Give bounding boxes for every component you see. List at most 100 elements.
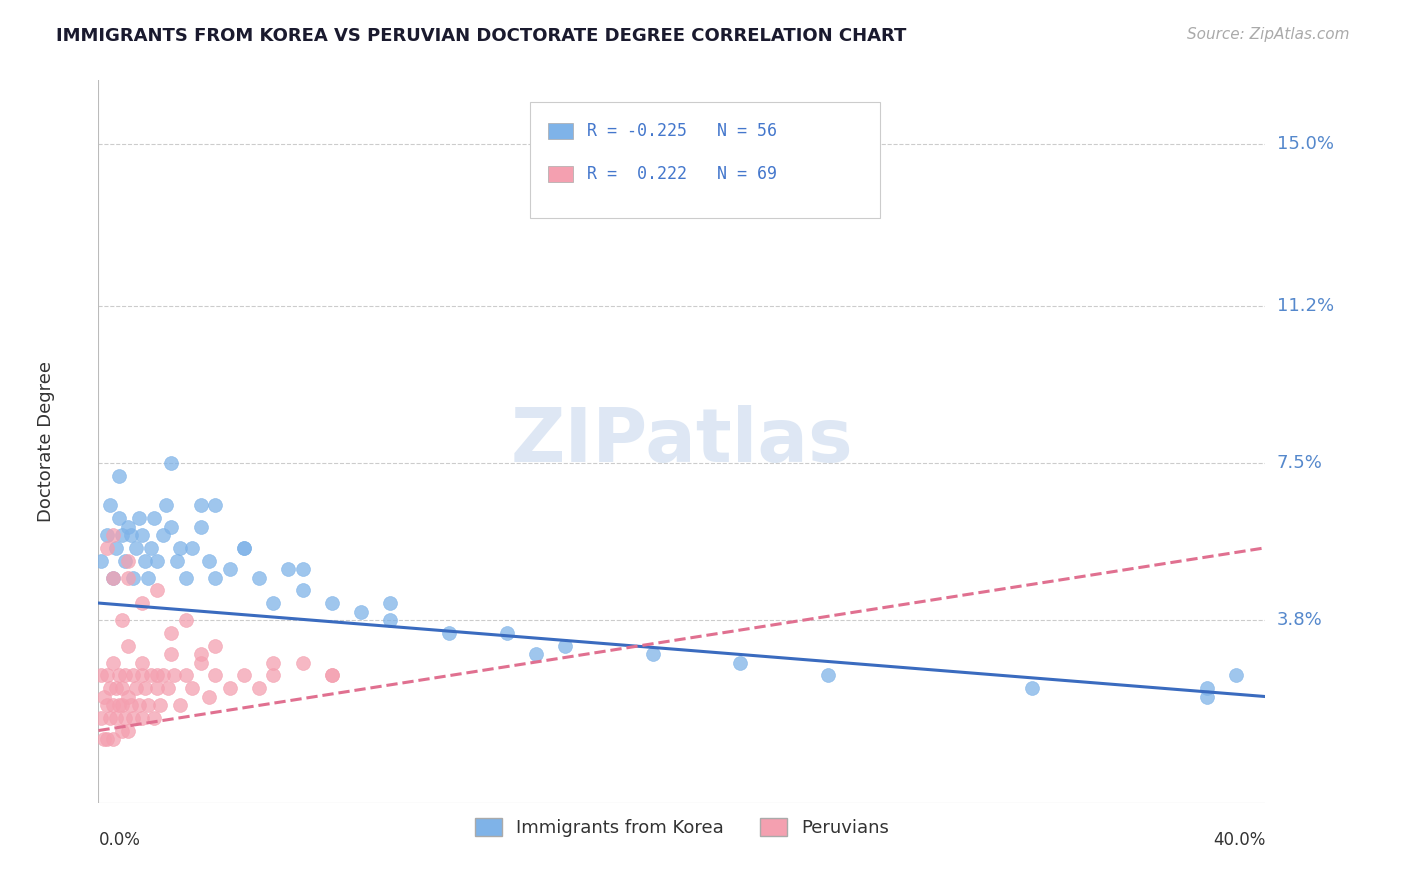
- Point: [131, 668, 153, 682]
- Point: [146, 681, 169, 695]
- Point: [157, 681, 180, 695]
- Point: [122, 570, 145, 584]
- Point: [134, 681, 156, 695]
- Point: [108, 511, 131, 525]
- Point: [262, 668, 284, 682]
- Point: [524, 647, 547, 661]
- Legend: Immigrants from Korea, Peruvians: Immigrants from Korea, Peruvians: [467, 811, 897, 845]
- Point: [262, 596, 284, 610]
- Point: [104, 541, 127, 555]
- Point: [117, 570, 139, 584]
- Point: [139, 668, 162, 682]
- Point: [120, 698, 142, 712]
- Point: [131, 711, 153, 725]
- FancyBboxPatch shape: [530, 102, 880, 218]
- Point: [114, 711, 136, 725]
- Point: [380, 596, 402, 610]
- Point: [125, 681, 148, 695]
- Point: [166, 553, 188, 567]
- Point: [190, 498, 212, 512]
- Point: [117, 723, 139, 738]
- Point: [104, 711, 127, 725]
- Point: [149, 698, 172, 712]
- Point: [180, 681, 202, 695]
- Text: Source: ZipAtlas.com: Source: ZipAtlas.com: [1187, 27, 1350, 42]
- Point: [233, 668, 256, 682]
- Point: [233, 541, 256, 555]
- Point: [277, 562, 299, 576]
- Point: [96, 668, 118, 682]
- Point: [101, 698, 124, 712]
- Point: [134, 553, 156, 567]
- Point: [111, 723, 134, 738]
- FancyBboxPatch shape: [548, 166, 574, 182]
- Point: [90, 553, 112, 567]
- Point: [152, 528, 174, 542]
- Text: 40.0%: 40.0%: [1213, 830, 1265, 848]
- Point: [218, 681, 240, 695]
- Point: [139, 541, 162, 555]
- Point: [641, 647, 664, 661]
- Text: 11.2%: 11.2%: [1277, 296, 1334, 315]
- Point: [160, 456, 183, 470]
- Point: [98, 498, 121, 512]
- Point: [169, 541, 191, 555]
- Point: [101, 656, 124, 670]
- Point: [291, 562, 314, 576]
- Point: [155, 498, 177, 512]
- Point: [190, 519, 212, 533]
- Point: [111, 681, 134, 695]
- Point: [96, 541, 118, 555]
- Point: [125, 541, 148, 555]
- Point: [350, 605, 373, 619]
- Point: [101, 570, 124, 584]
- Point: [122, 668, 145, 682]
- Point: [160, 625, 183, 640]
- Point: [817, 668, 839, 682]
- Point: [98, 681, 121, 695]
- Point: [163, 668, 186, 682]
- Point: [1195, 681, 1218, 695]
- Text: 15.0%: 15.0%: [1277, 135, 1333, 153]
- Text: Doctorate Degree: Doctorate Degree: [37, 361, 55, 522]
- Point: [233, 541, 256, 555]
- Point: [128, 511, 150, 525]
- Point: [117, 519, 139, 533]
- Point: [321, 596, 343, 610]
- Point: [111, 698, 134, 712]
- Point: [198, 690, 221, 704]
- Text: R = -0.225   N = 56: R = -0.225 N = 56: [588, 122, 778, 140]
- Point: [131, 656, 153, 670]
- Text: IMMIGRANTS FROM KOREA VS PERUVIAN DOCTORATE DEGREE CORRELATION CHART: IMMIGRANTS FROM KOREA VS PERUVIAN DOCTOR…: [56, 27, 907, 45]
- Point: [108, 468, 131, 483]
- Point: [120, 528, 142, 542]
- Point: [90, 711, 112, 725]
- Point: [1021, 681, 1043, 695]
- Point: [98, 711, 121, 725]
- Point: [136, 570, 159, 584]
- Point: [218, 562, 240, 576]
- Point: [96, 528, 118, 542]
- Point: [117, 639, 139, 653]
- FancyBboxPatch shape: [548, 123, 574, 139]
- Point: [198, 553, 221, 567]
- Point: [111, 613, 134, 627]
- Point: [96, 698, 118, 712]
- Point: [152, 668, 174, 682]
- Point: [321, 668, 343, 682]
- Point: [128, 698, 150, 712]
- Point: [204, 570, 226, 584]
- Point: [1225, 668, 1247, 682]
- Point: [169, 698, 191, 712]
- Point: [190, 647, 212, 661]
- Point: [142, 511, 165, 525]
- Point: [117, 690, 139, 704]
- Text: R =  0.222   N = 69: R = 0.222 N = 69: [588, 165, 778, 183]
- Point: [380, 613, 402, 627]
- Point: [101, 570, 124, 584]
- Point: [160, 519, 183, 533]
- Point: [321, 668, 343, 682]
- Point: [90, 668, 112, 682]
- Point: [146, 553, 169, 567]
- Point: [131, 596, 153, 610]
